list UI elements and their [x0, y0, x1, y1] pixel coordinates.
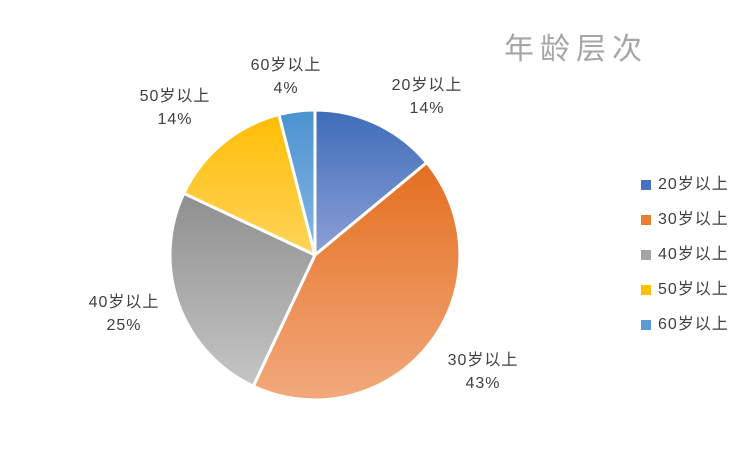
chart-title: 年龄层次	[504, 33, 648, 66]
legend-item-40plus[interactable]: 40岁以上	[641, 245, 729, 265]
legend-swatch-icon	[641, 215, 651, 225]
data-label-60plus: 60岁以上 4%	[251, 54, 322, 100]
data-label-30plus: 30岁以上 43%	[448, 349, 519, 395]
data-label-category: 30岁以上	[447, 352, 519, 369]
data-label-20plus: 20岁以上 14%	[392, 74, 463, 120]
data-label-category: 60岁以上	[250, 57, 322, 74]
data-label-percent: 14%	[409, 100, 445, 117]
legend-label: 40岁以上	[658, 246, 729, 263]
legend-swatch-icon	[641, 285, 651, 295]
legend-label: 30岁以上	[658, 211, 729, 228]
pie-slice-20岁以上[interactable]	[313, 108, 429, 257]
pie-slice-50岁以上[interactable]	[182, 113, 317, 257]
data-label-percent: 25%	[106, 317, 142, 334]
legend-swatch-icon	[641, 320, 651, 330]
data-label-percent: 4%	[273, 80, 299, 97]
legend-swatch-icon	[641, 250, 651, 260]
legend-label: 60岁以上	[658, 316, 729, 333]
data-label-category: 20岁以上	[391, 77, 463, 94]
legend-swatch-icon	[641, 180, 651, 190]
data-label-40plus: 40岁以上 25%	[89, 291, 160, 337]
data-label-category: 50岁以上	[139, 88, 211, 105]
data-label-percent: 43%	[465, 375, 501, 392]
legend-label: 50岁以上	[658, 281, 729, 298]
pie-slice-60岁以上[interactable]	[277, 108, 317, 257]
pie-slice-30岁以上[interactable]	[251, 161, 462, 402]
data-label-category: 40岁以上	[88, 294, 160, 311]
legend-item-20plus[interactable]: 20岁以上	[641, 175, 729, 195]
legend-item-30plus[interactable]: 30岁以上	[641, 210, 729, 230]
legend: 20岁以上 30岁以上 40岁以上 50岁以上 60岁以上	[641, 175, 729, 335]
data-label-50plus: 50岁以上 14%	[140, 85, 211, 131]
legend-item-60plus[interactable]: 60岁以上	[641, 315, 729, 335]
pie-slice-40岁以上[interactable]	[168, 191, 317, 388]
data-label-percent: 14%	[157, 111, 193, 128]
legend-item-50plus[interactable]: 50岁以上	[641, 280, 729, 300]
legend-label: 20岁以上	[658, 176, 729, 193]
